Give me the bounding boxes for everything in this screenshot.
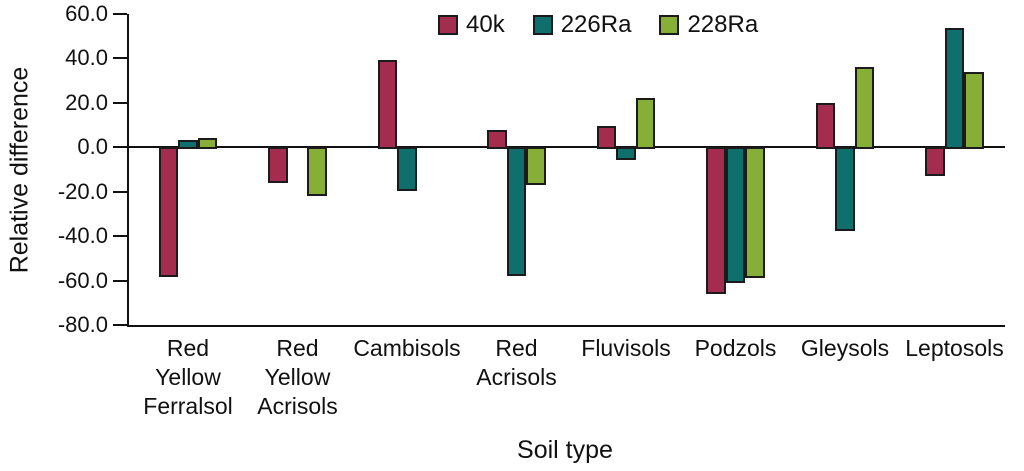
- y-tick-label: 20.0: [65, 89, 108, 115]
- x-tick-label: Podzols: [694, 335, 777, 361]
- legend-swatch-icon: [438, 15, 458, 35]
- y-tick: [113, 57, 127, 60]
- bar-228Ra-fluvisols: [635, 98, 656, 150]
- legend-label: 228Ra: [687, 11, 759, 38]
- y-tick: [113, 279, 127, 282]
- bar-228Ra-leptosols: [964, 71, 984, 150]
- x-tick-label: Leptosols: [905, 335, 1004, 361]
- y-tick: [113, 235, 127, 238]
- x-tick-label: Cambisols: [353, 335, 461, 361]
- bar-40k-podzols: [706, 147, 726, 294]
- bar-226Ra-red-acrisols: [506, 147, 527, 276]
- bar-228Ra-red-acrisols: [526, 147, 546, 185]
- legend-swatch-icon: [659, 15, 680, 35]
- bar-226Ra-cambisols: [397, 147, 417, 192]
- y-tick-label: -40.0: [57, 223, 108, 249]
- legend-item-226Ra: 226Ra: [532, 11, 632, 38]
- zero-line: [127, 146, 1005, 149]
- y-tick-label: 0.0: [77, 134, 108, 160]
- legend: 40k 226Ra 228Ra: [438, 12, 758, 38]
- y-tick-label: -20.0: [57, 178, 108, 204]
- y-tick: [113, 146, 127, 149]
- x-tick-label: Gleysols: [800, 335, 890, 361]
- legend-item-228Ra: 228Ra: [659, 12, 758, 38]
- x-tick-label: Red Acrisols: [476, 335, 557, 390]
- bar-40k-cambisols: [377, 59, 398, 150]
- bar-226Ra-gleysols: [835, 147, 855, 232]
- y-tick: [113, 13, 127, 15]
- bar-40k-fluvisols: [596, 126, 617, 150]
- y-tick-label: 60.0: [65, 1, 108, 26]
- legend-swatch-icon: [532, 15, 553, 35]
- y-tick: [113, 190, 127, 193]
- y-tick-label: -80.0: [57, 312, 108, 337]
- bar-228Ra-podzols: [745, 147, 765, 279]
- bar-226Ra-fluvisols: [616, 147, 636, 161]
- bar-226Ra-red-yellow-ferralsol: [178, 139, 198, 150]
- y-tick: [113, 101, 127, 104]
- y-tick-label: 40.0: [65, 45, 108, 71]
- bar-40k-leptosols: [925, 147, 945, 176]
- bar-40k-gleysols: [815, 102, 836, 150]
- bar-228Ra-red-yellow-ferralsol: [197, 138, 218, 150]
- bar-228Ra-gleysols: [854, 67, 875, 150]
- y-tick-label: -60.0: [57, 267, 108, 293]
- x-tick-label: Fluvisols: [581, 335, 671, 361]
- x-axis-line: [127, 325, 1005, 327]
- bar-40k-red-yellow-acrisols: [268, 147, 288, 183]
- x-tick-label: Red Yellow Ferralsol: [143, 335, 233, 419]
- bar-40k-red-acrisols: [487, 129, 507, 150]
- bar-40k-red-yellow-ferralsol: [158, 147, 179, 277]
- bar-228Ra-red-yellow-acrisols: [307, 147, 327, 196]
- x-tick-label: Red Yellow Acrisols: [257, 335, 338, 419]
- legend-label: 226Ra: [560, 11, 632, 38]
- y-tick: [113, 324, 127, 326]
- legend-label: 40k: [466, 11, 505, 38]
- bar-226Ra-leptosols: [944, 28, 965, 150]
- legend-item-40k: 40k: [438, 12, 505, 38]
- y-axis-line: [127, 14, 129, 327]
- bar-226Ra-podzols: [725, 147, 746, 283]
- x-axis-label: Soil type: [517, 436, 613, 464]
